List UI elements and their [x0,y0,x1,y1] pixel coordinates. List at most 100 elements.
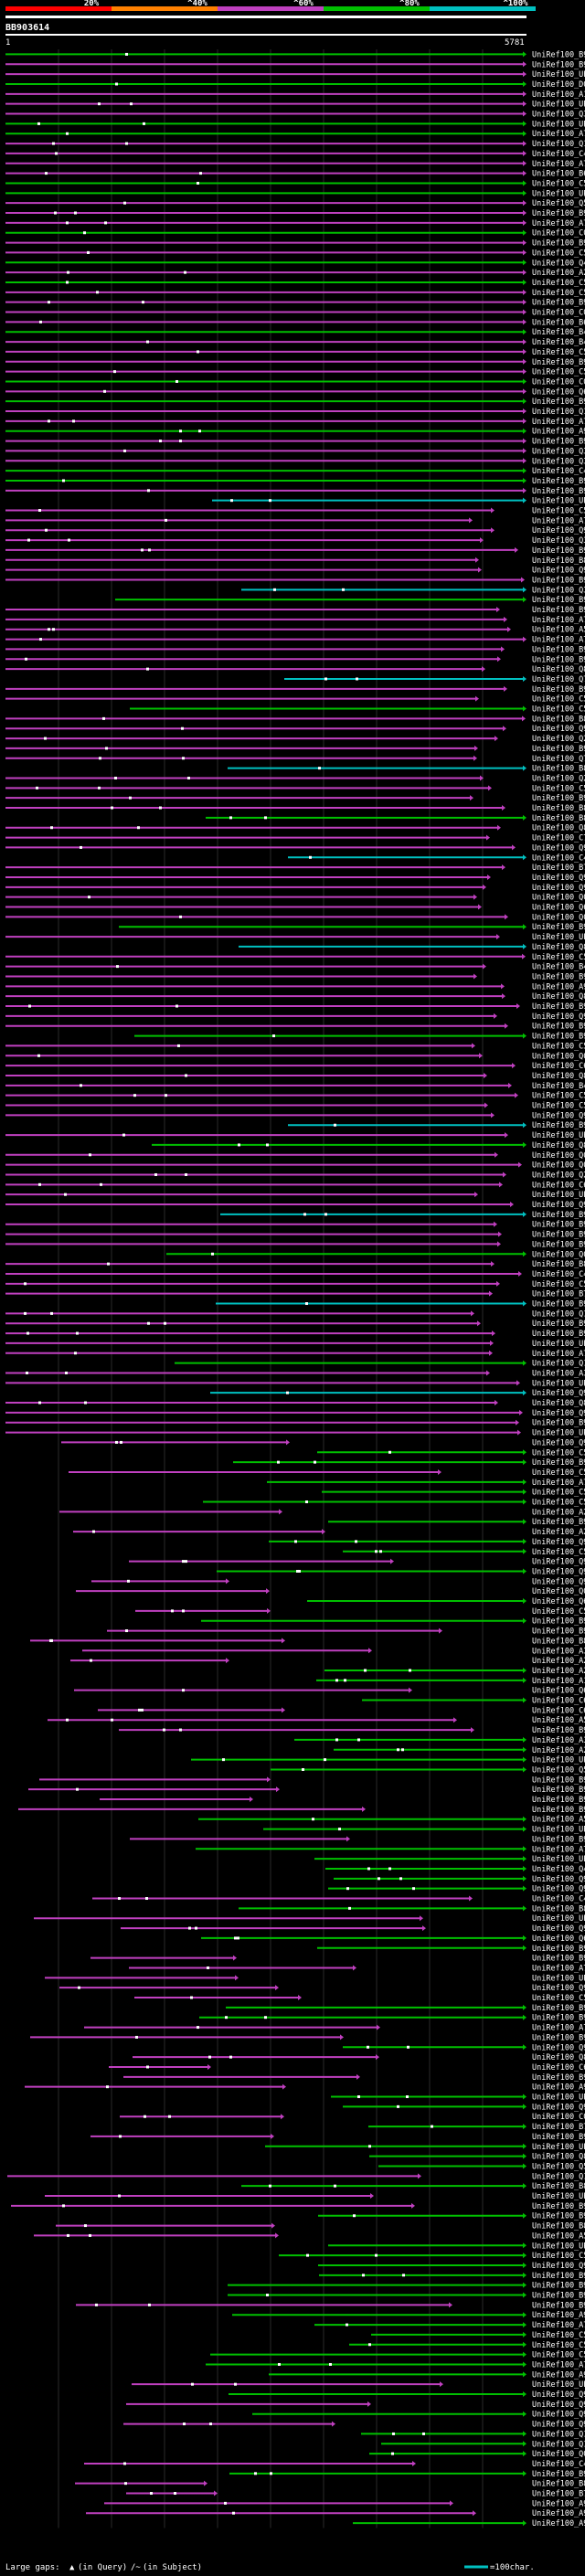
subject-label[interactable]: UniRef100_B9H417 [532,685,585,694]
subject-label[interactable]: UniRef100_B9SRF8 [532,2004,585,2013]
subject-label[interactable]: UniRef100_A9T3J6 [532,2509,585,2518]
subject-label[interactable]: UniRef100_A3AVR2 [532,1369,585,1378]
subject-label[interactable]: UniRef100_Q6NKC9 [532,904,585,913]
subject-label[interactable]: UniRef100_A1A6G0 [532,90,585,100]
subject-label[interactable]: UniRef100_Q84Q68 [532,2153,585,2162]
subject-label[interactable]: UniRef100_C5YLW4 [532,1489,585,1498]
subject-label[interactable]: UniRef100_C5XOH3 [532,705,585,715]
subject-label[interactable]: UniRef100_B4G112 [532,328,585,337]
subject-label[interactable]: UniRef100_Q9FFW5 [532,1567,585,1576]
subject-label[interactable]: UniRef100_B8AWJ6 [532,1637,585,1646]
subject-label[interactable]: UniRef100_UP1000... [532,1429,585,1438]
subject-label[interactable]: UniRef100_C5XGU5 [532,1280,585,1289]
subject-label[interactable]: UniRef100_C4J632 [532,467,585,476]
subject-label[interactable]: UniRef100_Q6I3P5 [532,1687,585,1696]
subject-label[interactable]: UniRef100_A9U1T0 [532,2499,585,2508]
subject-label[interactable]: UniRef100_UP1000... [532,1974,585,1983]
subject-label[interactable]: UniRef100_B8BNU6 [532,804,585,813]
subject-label[interactable]: UniRef100_A9YNZ4 [532,2370,585,2380]
subject-label[interactable]: UniRef100_B7ZIE8 [532,864,585,873]
subject-label[interactable]: UniRef100_B8HMP5 [532,557,585,566]
subject-label[interactable]: UniRef100_Q8H8A6 [532,1141,585,1150]
subject-label[interactable]: UniRef100_C6ZR86 [532,1062,585,1071]
subject-label[interactable]: UniRef100_Q9HSK4 [532,1438,585,1447]
subject-label[interactable]: UniRef100_B9N0H2 [532,477,585,486]
subject-label[interactable]: UniRef100_UP1000... [532,1914,585,1924]
subject-label[interactable]: UniRef100_B4FDE0 [532,963,585,972]
subject-label[interactable]: UniRef100_B9RDW7 [532,50,585,59]
subject-label[interactable]: UniRef100_A7QZD0 [532,1350,585,1359]
subject-label[interactable]: UniRef100_Q8L7V7 [532,2053,585,2062]
subject-label[interactable]: UniRef100_A5BIX8 [532,2231,585,2241]
subject-label[interactable]: UniRef100_A7NYY6 [532,160,585,169]
subject-label[interactable]: UniRef100_A1LGD6 [532,1677,585,1686]
subject-label[interactable]: UniRef100_B9GB62 [532,794,585,803]
subject-label[interactable]: UniRef100_B9IEN9 [532,60,585,69]
subject-label[interactable]: UniRef100_Q0JLG9 [532,1052,585,1061]
subject-label[interactable]: UniRef100_Q9W008 [532,1538,585,1547]
subject-label[interactable]: UniRef100_B7ZGN1 [532,2123,585,2132]
subject-label[interactable]: UniRef100_B9FMR6 [532,1627,585,1637]
subject-label[interactable]: UniRef100_C5X9E7 [532,1994,585,2003]
subject-label[interactable]: UniRef100_C6ZRT4 [532,1697,585,1706]
subject-label[interactable]: UniRef100_A7PRJ3 [532,636,585,645]
subject-label[interactable]: UniRef100_B8APS2 [532,2182,585,2191]
subject-label[interactable]: UniRef100_B9HMR4 [532,2014,585,2023]
subject-label[interactable]: UniRef100_Q9FFW6 [532,1577,585,1586]
subject-label[interactable]: UniRef100_UP1000... [532,189,585,198]
subject-label[interactable]: UniRef100_Q9FM15 [532,2262,585,2271]
subject-label[interactable]: UniRef100_B9FAV1 [532,1221,585,1230]
subject-label[interactable]: UniRef100_A9T3T7 [532,2519,585,2528]
subject-label[interactable]: UniRef100_Q2R8N6 [532,1171,585,1180]
subject-label[interactable]: UniRef100_B9SXW8 [532,2033,585,2042]
subject-label[interactable]: UniRef100_B9RR59 [532,1786,585,1795]
subject-label[interactable]: UniRef100_A7P919 [532,616,585,625]
subject-label[interactable]: UniRef100_A5BJT6 [532,626,585,635]
subject-label[interactable]: UniRef100_Q6Z530 [532,1935,585,1944]
subject-label[interactable]: UniRef100_A7NMZ3 [532,1479,585,1488]
subject-label[interactable]: UniRef100_Q8LE06 [532,992,585,1002]
subject-label[interactable]: UniRef100_UP1000... [532,497,585,506]
subject-label[interactable]: UniRef100_C5Y017 [532,179,585,188]
subject-label[interactable]: UniRef100_B9A738 [532,1023,585,1032]
subject-label[interactable]: UniRef100_B9HRP0 [532,2272,585,2281]
subject-label[interactable]: UniRef100_C5YLN1 [532,1499,585,1508]
subject-label[interactable]: UniRef100_A7PJI7 [532,1964,585,1973]
subject-label[interactable]: UniRef100_Q9LY35 [532,884,585,893]
subject-label[interactable]: UniRef100_Q0V8Z2 [532,913,585,922]
subject-label[interactable]: UniRef100_C0Z3E1 [532,2113,585,2122]
subject-label[interactable]: UniRef100_Q9SJG2 [532,567,585,576]
subject-label[interactable]: UniRef100_Q9ZN08 [532,2043,585,2052]
subject-label[interactable]: UniRef100_C5YGH7 [532,368,585,377]
subject-label[interactable]: UniRef100_C6ID16 [532,1706,585,1715]
subject-label[interactable]: UniRef100_A7Q671 [532,1845,585,1854]
subject-label[interactable]: UniRef100_A2WLN3 [532,1667,585,1676]
subject-label[interactable]: UniRef100_B9HCV5 [532,1458,585,1468]
subject-label[interactable]: UniRef100_C5ZFT3 [532,2341,585,2350]
subject-label[interactable]: UniRef100_A7NYY5 [532,418,585,427]
subject-label[interactable]: UniRef100_B9R799 [532,398,585,407]
subject-label[interactable]: UniRef100_Q9LUT2 [532,1875,585,1884]
subject-label[interactable]: UniRef100_UP1000... [532,2094,585,2103]
subject-label[interactable]: UniRef100_Q94A20 [532,1012,585,1022]
subject-label[interactable]: UniRef100_C6ZRX4 [532,2063,585,2072]
subject-label[interactable]: UniRef100_Q9CAL8 [532,1409,585,1418]
subject-label[interactable]: UniRef100_UP1000... [532,2143,585,2152]
subject-label[interactable]: UniRef100_Q7XEA3 [532,755,585,764]
subject-label[interactable]: UniRef100_Q9LPU3 [532,1201,585,1210]
subject-label[interactable]: UniRef100_C5Y9T7 [532,279,585,288]
subject-label[interactable]: UniRef100_B9S5B8 [532,1806,585,1815]
subject-label[interactable]: UniRef100_B9EJL1 [532,1776,585,1785]
subject-label[interactable]: UniRef100_UP1000... [532,933,585,942]
subject-label[interactable]: UniRef100_A7PJH4 [532,516,585,525]
subject-label[interactable]: UniRef100_Q9FGC2 [532,725,585,734]
subject-label[interactable]: UniRef100_B9I3S9 [532,1617,585,1627]
subject-label[interactable]: UniRef100_Q0Z717 [532,2450,585,2459]
subject-label[interactable]: UniRef100_A7P8N8 [532,2024,585,2033]
subject-label[interactable]: UniRef100_B9EV01 [532,2292,585,2301]
subject-label[interactable]: UniRef100_C5YZW1 [532,1102,585,1111]
subject-label[interactable]: UniRef100_A5C8F2 [532,1816,585,1825]
subject-label[interactable]: UniRef100_UP1000... [532,2242,585,2251]
subject-label[interactable]: UniRef100_Q9LRP3 [532,1111,585,1120]
subject-label[interactable]: UniRef100_B9H824 [532,645,585,654]
